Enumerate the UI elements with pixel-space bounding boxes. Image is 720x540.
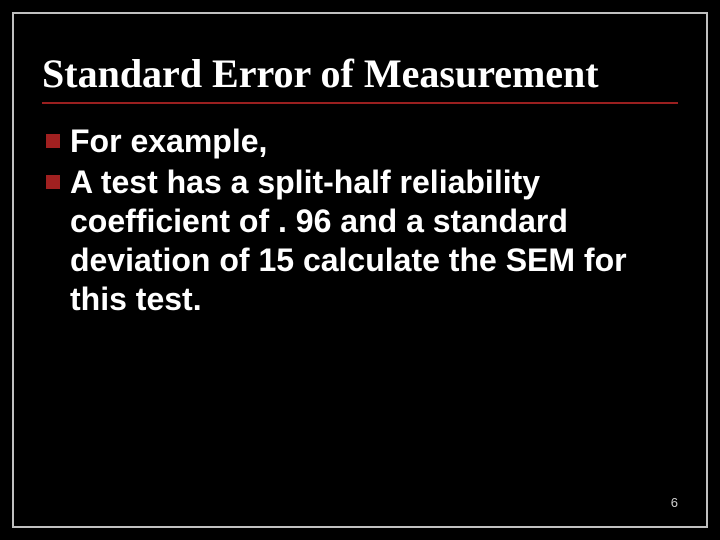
slide: Standard Error of Measurement For exampl…: [0, 0, 720, 540]
bullet-text: A test has a split-half reliability coef…: [70, 163, 678, 319]
slide-content: Standard Error of Measurement For exampl…: [14, 14, 706, 341]
bullet-text: For example,: [70, 122, 678, 161]
square-bullet-icon: [46, 175, 60, 189]
slide-number: 6: [671, 495, 678, 510]
list-item: A test has a split-half reliability coef…: [46, 163, 678, 319]
list-item: For example,: [46, 122, 678, 161]
bullet-list: For example, A test has a split-half rel…: [42, 122, 678, 319]
slide-inner-border: Standard Error of Measurement For exampl…: [12, 12, 708, 528]
square-bullet-icon: [46, 134, 60, 148]
slide-title: Standard Error of Measurement: [42, 52, 678, 104]
